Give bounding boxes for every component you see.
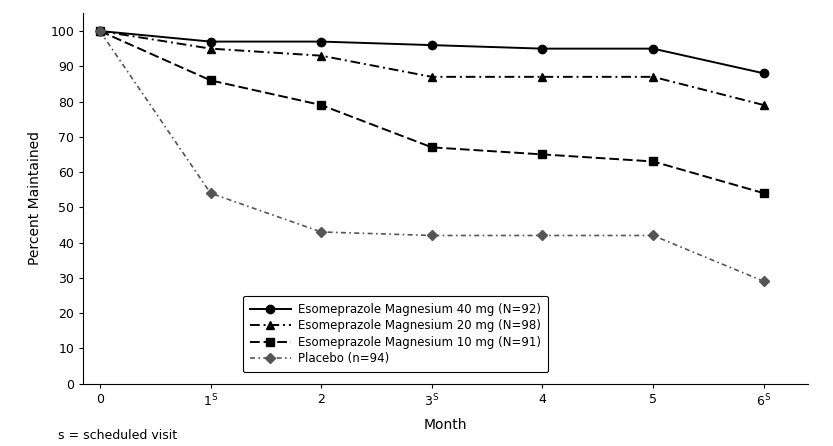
Esomeprazole Magnesium 20 mg (N=98) (537, 74, 547, 79)
Esomeprazole Magnesium 10 mg (N=91) (95, 29, 105, 34)
Esomeprazole Magnesium 40 mg (N=92) (426, 42, 436, 48)
Esomeprazole Magnesium 10 mg (N=91) (426, 145, 436, 150)
Placebo (n=94) (206, 190, 216, 196)
Esomeprazole Magnesium 20 mg (N=98) (317, 53, 327, 58)
Placebo (n=94) (426, 233, 436, 238)
Esomeprazole Magnesium 10 mg (N=91) (317, 103, 327, 108)
Esomeprazole Magnesium 40 mg (N=92) (317, 39, 327, 44)
Line: Esomeprazole Magnesium 20 mg (N=98): Esomeprazole Magnesium 20 mg (N=98) (96, 27, 768, 109)
Esomeprazole Magnesium 40 mg (N=92) (537, 46, 547, 51)
Esomeprazole Magnesium 40 mg (N=92) (759, 70, 769, 76)
Placebo (n=94) (759, 279, 769, 284)
Esomeprazole Magnesium 40 mg (N=92) (648, 46, 658, 51)
Esomeprazole Magnesium 20 mg (N=98) (648, 74, 658, 79)
Esomeprazole Magnesium 20 mg (N=98) (206, 46, 216, 51)
Legend: Esomeprazole Magnesium 40 mg (N=92), Esomeprazole Magnesium 20 mg (N=98), Esomep: Esomeprazole Magnesium 40 mg (N=92), Eso… (242, 296, 548, 372)
Line: Esomeprazole Magnesium 40 mg (N=92): Esomeprazole Magnesium 40 mg (N=92) (96, 27, 768, 78)
Esomeprazole Magnesium 10 mg (N=91) (537, 152, 547, 157)
Text: s = scheduled visit: s = scheduled visit (58, 429, 177, 442)
Esomeprazole Magnesium 10 mg (N=91) (648, 159, 658, 164)
Esomeprazole Magnesium 40 mg (N=92) (206, 39, 216, 44)
Esomeprazole Magnesium 40 mg (N=92) (95, 29, 105, 34)
Esomeprazole Magnesium 20 mg (N=98) (759, 103, 769, 108)
Y-axis label: Percent Maintained: Percent Maintained (28, 132, 42, 265)
X-axis label: Month: Month (424, 417, 467, 432)
Line: Placebo (n=94): Placebo (n=94) (97, 28, 767, 285)
Placebo (n=94) (317, 229, 327, 235)
Placebo (n=94) (648, 233, 658, 238)
Esomeprazole Magnesium 10 mg (N=91) (206, 78, 216, 83)
Placebo (n=94) (537, 233, 547, 238)
Line: Esomeprazole Magnesium 10 mg (N=91): Esomeprazole Magnesium 10 mg (N=91) (96, 27, 768, 197)
Esomeprazole Magnesium 20 mg (N=98) (95, 29, 105, 34)
Placebo (n=94) (95, 29, 105, 34)
Esomeprazole Magnesium 10 mg (N=91) (759, 190, 769, 196)
Esomeprazole Magnesium 20 mg (N=98) (426, 74, 436, 79)
